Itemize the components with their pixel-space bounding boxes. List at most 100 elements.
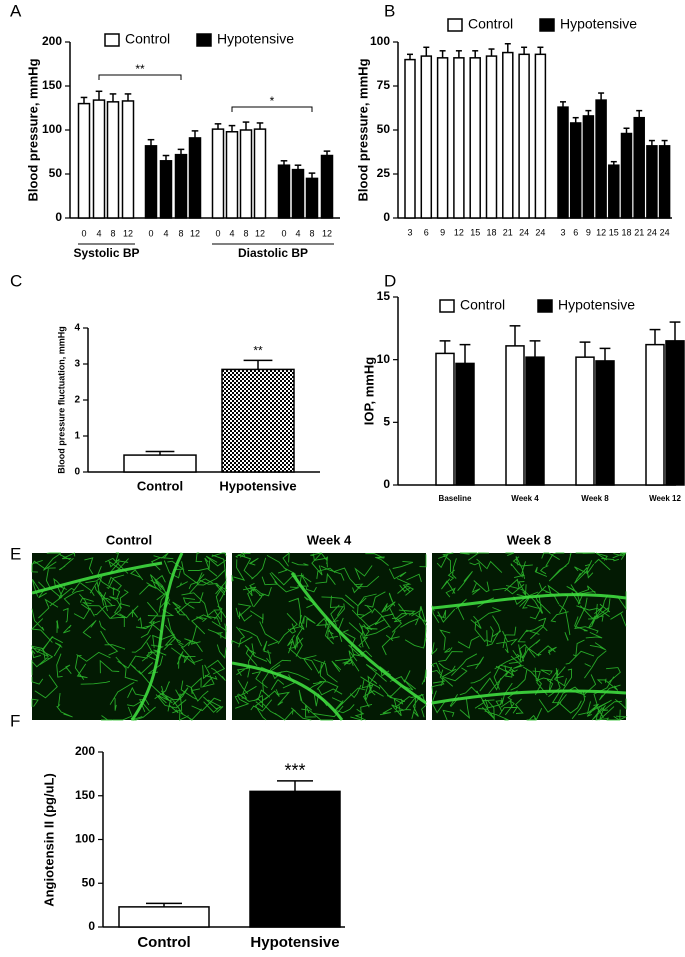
y-axis-label: IOP, mmHg — [361, 357, 376, 425]
bar — [455, 362, 475, 486]
x-tick-label: 12 — [454, 227, 464, 237]
bar — [665, 340, 685, 486]
x-tick-label: 18 — [486, 227, 496, 237]
y-tick-label: 4 — [74, 323, 80, 334]
legend-swatch — [439, 299, 455, 313]
y-tick-label: 50 — [377, 122, 391, 136]
x-tick-label: 24 — [535, 227, 545, 237]
y-tick-label: 200 — [42, 34, 62, 48]
x-tick-label: 21 — [634, 227, 644, 237]
y-tick-label: 0 — [74, 467, 80, 478]
image-title: Control — [106, 532, 152, 547]
y-tick-label: 150 — [42, 78, 62, 92]
y-tick-label: 25 — [377, 166, 391, 180]
bar — [188, 137, 202, 219]
legend-label: Control — [125, 31, 170, 47]
y-axis-label: Angiotensin II (pg/uL) — [41, 773, 56, 907]
bar — [582, 115, 595, 219]
error-bar — [598, 92, 605, 101]
x-tick-label: 9 — [440, 227, 445, 237]
bar — [658, 145, 671, 219]
group-label: Systolic BP — [73, 246, 139, 260]
x-tick-label: 6 — [573, 227, 578, 237]
x-tick-label: 12 — [255, 228, 265, 238]
x-tick-label: Week 4 — [511, 494, 539, 503]
legend-swatch — [537, 299, 553, 313]
x-tick-label: 15 — [470, 227, 480, 237]
panel-label: A — [10, 1, 22, 20]
bar — [320, 154, 334, 219]
error-bar — [145, 450, 175, 456]
x-tick-label: 15 — [609, 227, 619, 237]
panel-label: D — [384, 271, 396, 290]
y-tick-label: 100 — [75, 832, 95, 846]
legend-label: Hypotensive — [558, 297, 635, 313]
bar — [505, 345, 525, 486]
error-bar — [407, 53, 413, 60]
y-tick-label: 15 — [377, 289, 391, 303]
error-bar — [109, 93, 117, 102]
bar — [569, 122, 582, 219]
error-bar — [504, 43, 511, 53]
x-tick-label: 6 — [424, 227, 429, 237]
x-tick-label: 8 — [309, 228, 314, 238]
bar — [436, 57, 449, 219]
panel-label: E — [10, 544, 21, 563]
x-tick-label: Hypotensive — [219, 478, 296, 493]
y-tick-label: 3 — [74, 359, 80, 370]
bar — [525, 356, 545, 486]
error-bar — [277, 780, 313, 792]
legend-label: Control — [460, 297, 505, 313]
x-tick-label: 3 — [407, 227, 412, 237]
bar — [575, 356, 595, 486]
vessels — [231, 551, 428, 721]
error-bar — [177, 148, 185, 155]
error-bar — [439, 50, 446, 58]
error-bar — [648, 139, 655, 146]
error-bar — [585, 109, 592, 116]
error-bar — [146, 902, 182, 907]
major-vessel — [431, 593, 627, 705]
vessels — [431, 552, 628, 721]
y-tick-label: 200 — [75, 744, 95, 758]
bar — [534, 53, 547, 219]
error-bar — [124, 93, 132, 101]
x-tick-label: 3 — [560, 227, 565, 237]
error-bar — [661, 139, 668, 146]
bar — [77, 102, 91, 219]
bar — [249, 790, 341, 928]
panel-label: B — [384, 1, 395, 20]
x-tick-label: 18 — [621, 227, 631, 237]
error-bar — [472, 50, 479, 58]
bar — [253, 128, 267, 219]
x-tick-label: 12 — [322, 228, 332, 238]
panel-label: C — [10, 271, 22, 290]
y-tick-label: 0 — [88, 919, 95, 933]
y-tick-label: 2 — [74, 395, 80, 406]
micrograph — [30, 552, 227, 721]
bar — [144, 145, 158, 219]
x-tick-label: 0 — [81, 228, 86, 238]
x-tick-label: 0 — [148, 228, 153, 238]
y-tick-label: 0 — [383, 477, 390, 491]
bar — [645, 343, 665, 486]
bar — [404, 58, 416, 219]
error-bar — [191, 130, 199, 138]
bar — [291, 168, 305, 219]
bar — [485, 55, 498, 219]
x-tick-label: Hypotensive — [250, 934, 339, 951]
x-tick-label: 24 — [647, 227, 657, 237]
bar — [608, 164, 620, 219]
image-title: Week 4 — [307, 532, 352, 547]
major-vessel — [231, 572, 427, 721]
bar — [595, 360, 615, 486]
legend-swatch — [104, 33, 120, 47]
y-tick-label: 10 — [377, 352, 391, 366]
y-axis-label: Blood pressure, mmHg — [25, 58, 40, 201]
y-tick-label: 75 — [377, 78, 391, 92]
bar — [174, 153, 188, 219]
error-bar — [636, 109, 643, 118]
y-tick-label: 50 — [49, 166, 63, 180]
bar — [221, 368, 295, 473]
error-bar — [488, 48, 495, 57]
